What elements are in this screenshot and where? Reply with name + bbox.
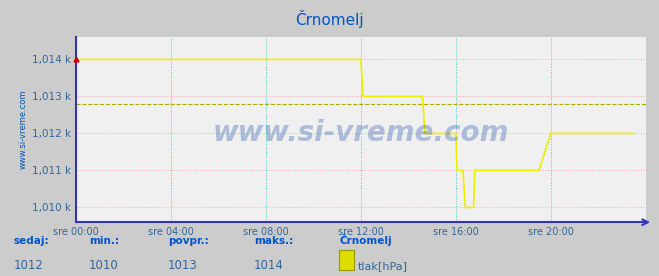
Text: 1012: 1012	[13, 259, 43, 272]
Text: www.si-vreme.com: www.si-vreme.com	[213, 120, 509, 147]
Text: sedaj:: sedaj:	[13, 236, 49, 246]
Text: maks.:: maks.:	[254, 236, 293, 246]
Y-axis label: www.si-vreme.com: www.si-vreme.com	[18, 90, 28, 169]
Text: tlak[hPa]: tlak[hPa]	[358, 261, 408, 271]
Text: 1013: 1013	[168, 259, 198, 272]
Text: 1014: 1014	[254, 259, 283, 272]
Text: min.:: min.:	[89, 236, 119, 246]
Text: povpr.:: povpr.:	[168, 236, 209, 246]
Text: Črnomelj: Črnomelj	[339, 234, 392, 246]
Text: 1010: 1010	[89, 259, 119, 272]
Text: Črnomelj: Črnomelj	[295, 10, 364, 28]
